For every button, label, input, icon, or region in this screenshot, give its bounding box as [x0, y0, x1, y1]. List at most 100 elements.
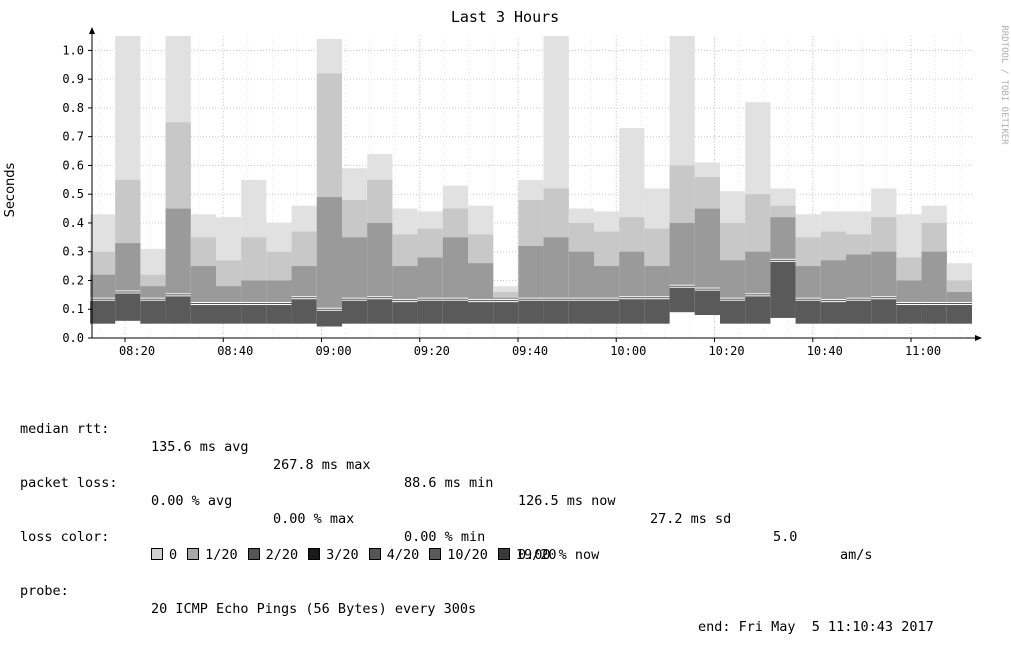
median-line	[568, 298, 594, 300]
median-line	[795, 298, 821, 300]
loss-min: 0.00 % min	[404, 529, 486, 545]
smoke-band-core	[568, 299, 594, 324]
loss-color-label-text: 19/20	[515, 547, 557, 563]
y-tick-label: 0.9	[62, 72, 84, 86]
loss-color-item: 1/20	[187, 546, 238, 564]
probe-label: probe:	[20, 583, 69, 599]
smoke-band-core	[165, 294, 191, 324]
median-line	[392, 300, 418, 302]
x-tick-label: 09:40	[512, 344, 548, 358]
loss-color-label-text: 1/20	[205, 547, 238, 563]
smoke-band-core	[543, 299, 569, 324]
smoke-band-core	[594, 299, 620, 324]
tick-labels: 0.0 0.1 0.2 0.3 0.4 0.5 0.6 0.7 0.8 0.9 1.0 08:20 08…	[62, 43, 941, 358]
y-tick-label: 0.3	[62, 245, 84, 259]
median-line	[770, 259, 796, 261]
median-avg: 135.6 ms avg	[151, 439, 249, 455]
median-line	[316, 308, 342, 310]
smoke-band-core	[946, 303, 972, 324]
median-line	[745, 294, 771, 296]
smoke-band-core	[518, 299, 544, 324]
median-line	[190, 302, 216, 304]
legend: median rtt: 135.6 ms avg 267.8 ms max 88…	[20, 366, 934, 635]
smoke-band-core	[316, 309, 342, 327]
loss-color-swatch	[497, 548, 510, 560]
median-line	[90, 298, 116, 300]
median-line	[216, 302, 242, 304]
median-line	[871, 297, 897, 299]
loss-color-label: loss color:	[20, 529, 110, 545]
median-label: median rtt:	[20, 421, 110, 437]
smoke-band-core	[720, 299, 746, 324]
loss-color-list: 0 1/20 2/20 3/20 4/20 10/20 19/20	[151, 546, 566, 564]
smoke-band-core	[846, 299, 872, 324]
loss-color-swatch	[151, 548, 163, 560]
median-line	[140, 298, 166, 300]
median-line	[493, 300, 519, 302]
loss-max: 0.00 % max	[273, 511, 355, 527]
loss-color-label-text: 0	[169, 547, 178, 563]
smokeping-chart: Last 3 Hours Seconds RRDTOOL / TOBI OETI…	[3, 8, 1009, 358]
loss-color-item: 3/20	[308, 546, 359, 564]
smoke-band-core	[342, 299, 368, 324]
loss-avg: 0.00 % avg	[151, 493, 233, 509]
median-sd: 27.2 ms sd	[650, 511, 732, 527]
y-tick-label: 0.0	[62, 331, 84, 345]
probe-description: 20 ICMP Echo Pings (56 Bytes) every 300s	[151, 601, 477, 617]
median-line	[342, 298, 368, 300]
loss-color-swatch	[187, 548, 200, 560]
smoke-band-core	[266, 303, 292, 324]
smoke-band-core	[115, 291, 141, 321]
y-tick-label: 0.7	[62, 130, 84, 144]
smoke-band-core	[644, 297, 670, 324]
smoke-band-core	[896, 303, 922, 324]
median-line	[367, 297, 393, 299]
smoke-band-core	[468, 300, 494, 324]
smoke-band-core	[190, 303, 216, 324]
smoke-band-core	[90, 299, 116, 324]
legend-probe-row: probe: 20 ICMP Echo Pings (56 Bytes) eve…	[20, 564, 934, 635]
loss-color-item: 4/20	[368, 546, 419, 564]
median-line	[720, 298, 746, 300]
axes	[88, 27, 982, 342]
rrdtool-watermark: RRDTOOL / TOBI OETIKER	[999, 25, 1009, 145]
x-axis-arrow-icon	[975, 335, 982, 341]
smoke-band-core	[417, 299, 443, 324]
smoke-band-core	[694, 289, 720, 315]
median-line	[291, 297, 317, 299]
x-tick-label: 08:40	[217, 344, 253, 358]
x-tick-label: 10:40	[807, 344, 843, 358]
smoke-band-core	[795, 299, 821, 324]
smoke-band-core	[619, 297, 645, 324]
smoke-band-core	[669, 286, 695, 313]
median-am: 5.0	[773, 529, 798, 545]
smoke-band-core	[140, 299, 166, 324]
median-max: 267.8 ms max	[273, 457, 371, 473]
median-line	[644, 297, 670, 299]
loss-label: packet loss:	[20, 475, 118, 491]
y-tick-label: 0.4	[62, 216, 84, 230]
median-line	[468, 300, 494, 302]
median-line	[518, 298, 544, 300]
y-tick-label: 0.1	[62, 302, 84, 316]
median-line	[543, 298, 569, 300]
y-axis-arrow-icon	[89, 27, 95, 34]
y-tick-label: 1.0	[62, 43, 84, 57]
legend-loss-color-row: loss color: 0 1/20 2/20 3/20 4/20 10/20 19/20	[20, 510, 556, 563]
median-am-unit: am/s	[840, 547, 873, 563]
median-line	[921, 302, 947, 304]
loss-color-swatch	[368, 548, 381, 560]
median-line	[165, 294, 191, 296]
end-time: end: Fri May 5 11:10:43 2017	[698, 619, 934, 635]
x-tick-label: 09:20	[414, 344, 450, 358]
smoke-bars	[90, 36, 972, 327]
y-tick-label: 0.8	[62, 101, 84, 115]
median-line	[846, 298, 872, 300]
loss-color-swatch	[247, 548, 260, 560]
smoke-band-core	[745, 294, 771, 324]
median-line	[946, 302, 972, 304]
loss-color-swatch	[429, 548, 442, 560]
median-line	[115, 291, 141, 293]
median-min: 88.6 ms min	[404, 475, 494, 491]
median-line	[241, 302, 267, 304]
